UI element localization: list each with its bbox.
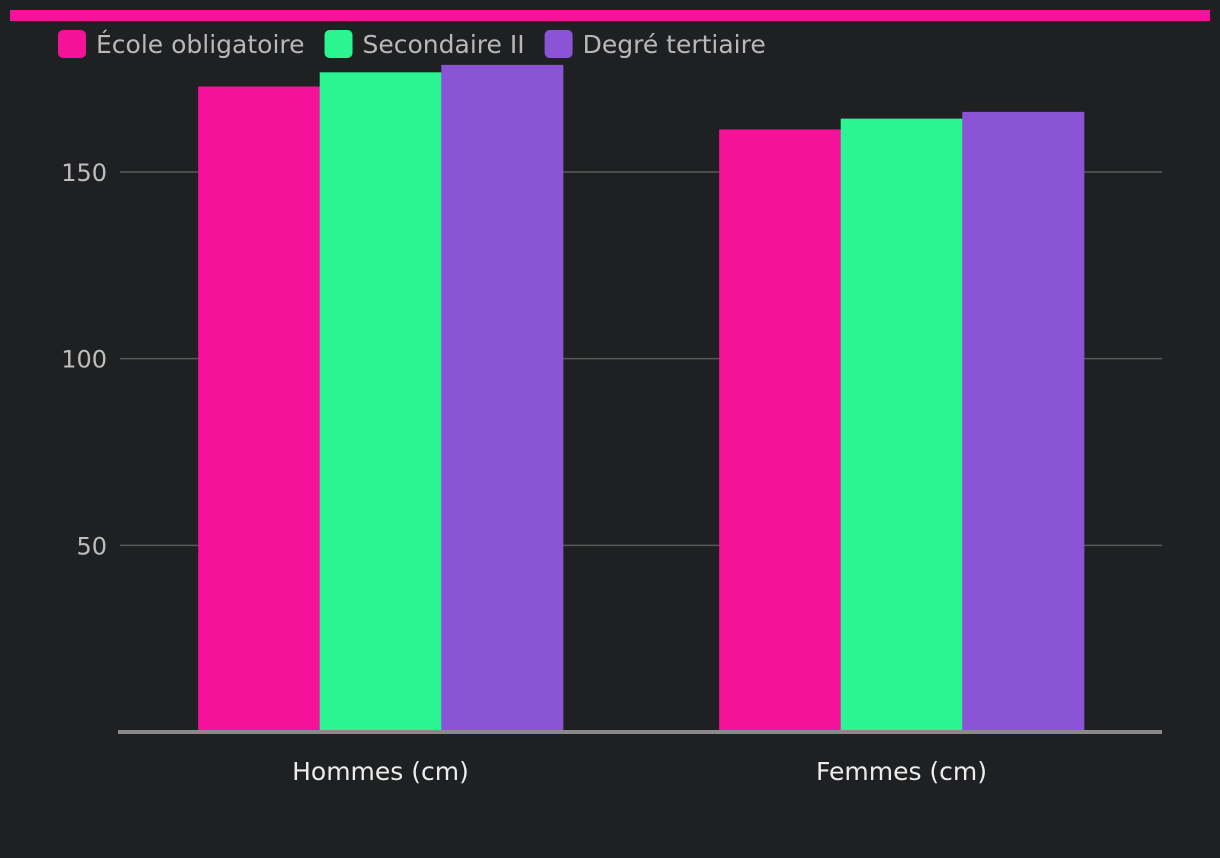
legend-label-2: Degré tertiaire	[583, 30, 766, 59]
legend-swatch-2	[544, 30, 573, 58]
legend: École obligatoire Secondaire II Degré tert…	[58, 30, 766, 59]
legend-label-0: École obligatoire	[96, 30, 305, 59]
accent-bar	[10, 10, 1210, 21]
legend-label-1: Secondaire II	[363, 30, 525, 59]
y-tick-label-1: 100	[61, 346, 107, 374]
y-tick-label-0: 50	[76, 532, 107, 560]
bar-1-2	[962, 111, 1085, 733]
bar-1-1	[840, 118, 963, 732]
bar-0-1	[319, 72, 442, 732]
legend-swatch-1	[324, 30, 353, 58]
y-axis-ticks: 50 100 150	[61, 159, 107, 560]
bar-0-0	[198, 86, 321, 733]
x-axis-labels: Hommes (cm) Femmes (cm)	[292, 757, 987, 786]
bar-0-2	[441, 64, 564, 732]
y-tick-label-2: 150	[61, 159, 107, 187]
x-tick-label-0: Hommes (cm)	[292, 757, 469, 786]
bar-1-0	[719, 129, 842, 732]
legend-swatch-0	[58, 30, 86, 58]
x-tick-label-1: Femmes (cm)	[816, 757, 987, 786]
bars	[198, 64, 1085, 733]
